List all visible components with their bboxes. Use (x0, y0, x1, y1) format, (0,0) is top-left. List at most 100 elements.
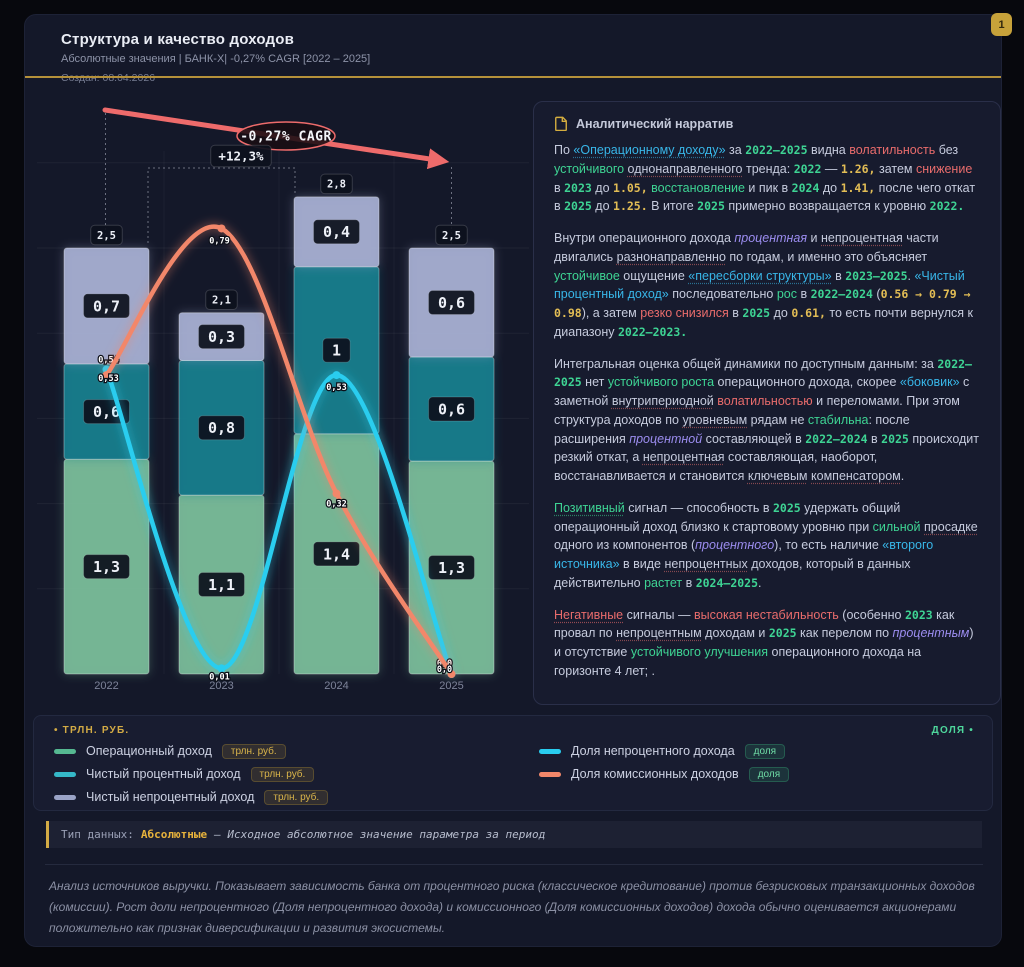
legend-swatch (539, 748, 561, 754)
legend-swatch (54, 794, 76, 800)
legend-label: Доля непроцентного дохода (571, 744, 735, 758)
line-point-label: 0,01 (209, 672, 229, 682)
document-icon (555, 116, 567, 131)
bar-value-label-text: 1,3 (438, 559, 465, 577)
legend-item[interactable]: Доля непроцентного дохода доля (539, 743, 974, 759)
bar-value-label (428, 396, 475, 422)
page-number-badge[interactable]: 1 (991, 13, 1012, 36)
legend-right-column: ДОЛЯ • Доля непроцентного дохода доля Доля… (539, 725, 974, 782)
narrative-body: По «Операционному доходу» за 2022–2025 в… (554, 141, 980, 681)
bar-total-label-text: 2,5 (97, 230, 116, 242)
bar-total-label (320, 173, 353, 195)
x-axis-label: 2025 (439, 680, 463, 692)
bar-value-label (198, 572, 245, 598)
bar-value-label-text: 0,3 (208, 328, 235, 346)
bar-value-label-text: 1,1 (208, 576, 235, 594)
line-point-label: 0,53 (326, 383, 346, 393)
cagr-ellipse (236, 121, 336, 151)
bar-value-label (83, 554, 130, 580)
line-commission-share-point[interactable] (332, 489, 341, 498)
data-type-label: Тип данных: (61, 828, 134, 841)
data-type-description: – Исходное абсолютное значение параметра… (214, 828, 546, 841)
bar-value-label (428, 555, 475, 580)
unit-badge: трлн. руб. (264, 789, 329, 805)
narrative-paragraph: Негативные сигналы — высокая нестабильно… (554, 607, 974, 678)
line-commission-share-point[interactable] (102, 371, 111, 380)
line-point-label: 0,53 (98, 374, 118, 384)
line-commission-share-point[interactable] (217, 224, 226, 233)
data-type-bar: Тип данных: Абсолютные – Исходное абсолю… (46, 821, 982, 848)
legend-item[interactable]: Чистый непроцентный доход трлн. руб. (54, 789, 329, 805)
line-noninterest-share[interactable] (104, 367, 454, 677)
page-subtitle: Абсолютные значения | БАНК-X| -0,27% CAG… (61, 53, 371, 65)
header: Структура и качество доходов Абсолютные … (61, 31, 370, 84)
bar-value-label-text: 0,6 (93, 403, 120, 421)
x-axis-label: 2023 (209, 680, 233, 692)
unit-badge: доля (748, 766, 790, 782)
cagr-label: -0,27% CAGR (240, 130, 332, 145)
legend-left-header: • ТРЛН. РУБ. (54, 725, 130, 736)
narrative-paragraph: Интегральная оценка общей динамики по до… (554, 356, 980, 484)
bar-value-label (313, 541, 360, 567)
line-point-label: 0,0 (437, 665, 452, 675)
narrative-paragraph: Позитивный сигнал — способность в 2025 у… (554, 500, 978, 590)
bar-total-label-text: 2,5 (442, 230, 461, 242)
main-card: Структура и качество доходов Абсолютные … (24, 14, 1002, 947)
created-date: Создан: 08.04.2026 (61, 72, 156, 84)
bar-value-label-text: 0,4 (323, 223, 350, 241)
bar-value-label (198, 415, 245, 441)
legend-swatch (539, 771, 561, 777)
income-structure-chart: 1,3 0,6 0,7 2,5 2022 1,1 0,8 0,3 2,1 2023 1,4 1 0,4 2… (37, 107, 529, 692)
legend-label: Доля комиссионных доходов (571, 767, 739, 781)
page-title: Структура и качество доходов (61, 31, 295, 48)
legend-panel: • ТРЛН. РУБ. Операционный доход трлн. руб… (33, 715, 993, 811)
unit-badge: трлн. руб. (250, 766, 315, 782)
legend-item[interactable]: Операционный доход трлн. руб. (54, 743, 328, 759)
narrative-paragraph: Внутри операционного дохода процентная и… (554, 231, 974, 339)
bar-total-label (435, 224, 468, 246)
bar-value-label-text: 1,3 (93, 558, 120, 576)
footer-note: Анализ источников выручки. Показывает за… (49, 879, 975, 935)
unit-badge: трлн. руб. (221, 743, 286, 759)
bar-value-label (83, 293, 130, 319)
legend-item[interactable]: Доля комиссионных доходов доля (539, 766, 974, 782)
bar-value-label (313, 219, 360, 245)
x-axis-label: 2022 (94, 680, 118, 692)
bar-total-label (90, 224, 123, 246)
legend-right-header: ДОЛЯ • (931, 725, 974, 736)
bar-value-label-text: 0,6 (438, 400, 465, 418)
narrative-header: Аналитический нарратив (554, 116, 980, 131)
narrative-panel: Аналитический нарратив По «Операционному… (533, 101, 1001, 705)
legend-swatch (54, 748, 76, 754)
line-point-label: 0,32 (326, 500, 346, 510)
bar-value-label (198, 324, 245, 350)
legend-label: Чистый непроцентный доход (86, 790, 255, 804)
line-commission-share[interactable] (104, 224, 454, 677)
bar-total-label-text: 2,1 (212, 295, 231, 307)
line-noninterest-share-point[interactable] (332, 371, 341, 380)
legend-label: Операционный доход (86, 744, 212, 758)
bar-value-label-text: 1 (332, 342, 341, 360)
unit-badge: доля (744, 743, 786, 759)
bar-value-label-text: 0,6 (438, 294, 465, 312)
bar-total-label-text: 2,8 (327, 179, 346, 191)
bar-value-label (428, 290, 475, 316)
gold-divider (25, 76, 1001, 78)
legend-label: Чистый процентный доход (86, 767, 241, 781)
narrative-paragraph: По «Операционному доходу» за 2022–2025 в… (554, 143, 976, 214)
growth-label-text: +12,3% (218, 149, 264, 164)
bar-total-label (205, 289, 238, 311)
legend-swatch (54, 771, 76, 777)
bar-value-label (322, 337, 351, 363)
line-commission-share-point[interactable] (447, 670, 456, 678)
growth-label (210, 144, 272, 168)
line-point-label: 0,79 (209, 236, 229, 246)
data-type-value: Абсолютные (140, 828, 208, 841)
bar-value-label-text: 0,7 (93, 297, 120, 315)
legend-left-column: • ТРЛН. РУБ. Операционный доход трлн. руб… (54, 725, 329, 805)
legend-item[interactable]: Чистый процентный доход трлн. руб. (54, 766, 328, 782)
bar-value-label-text: 0,8 (208, 419, 235, 437)
line-noninterest-share-point[interactable] (217, 664, 226, 673)
narrative-title: Аналитический нарратив (576, 116, 734, 131)
footer-divider (45, 864, 983, 865)
